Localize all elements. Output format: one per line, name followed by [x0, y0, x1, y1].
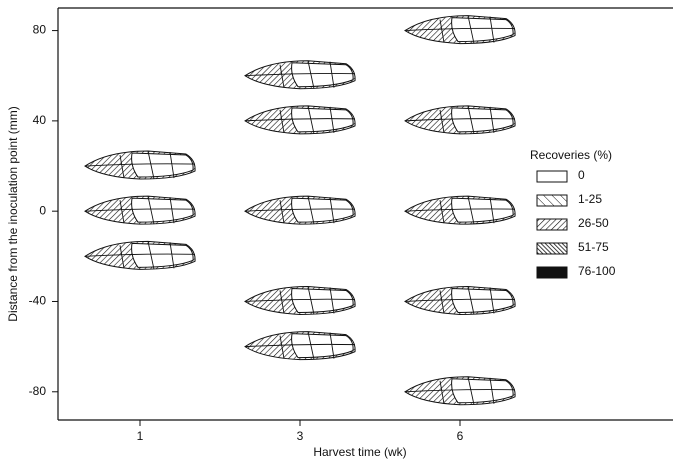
- glyph-inner: [292, 288, 354, 312]
- glyph-inner: [452, 198, 514, 222]
- legend-swatch: [537, 243, 567, 254]
- glyph-inner: [132, 153, 194, 177]
- glyph: [245, 332, 355, 360]
- glyph: [245, 61, 355, 89]
- y-tick-label: 80: [33, 23, 47, 37]
- glyph: [405, 286, 515, 314]
- legend-label: 0: [578, 168, 585, 182]
- glyph-inner: [292, 108, 354, 132]
- glyph-inner: [452, 108, 514, 132]
- glyph: [405, 196, 515, 224]
- y-tick-label: 40: [33, 113, 47, 127]
- glyph-inner: [452, 379, 514, 403]
- legend-label: 51-75: [578, 240, 609, 254]
- legend-label: 26-50: [578, 216, 609, 230]
- glyph: [405, 16, 515, 44]
- legend-swatch: [537, 267, 567, 278]
- glyph: [405, 106, 515, 134]
- y-tick-label: -40: [29, 294, 47, 308]
- x-axis-label: Harvest time (wk): [313, 445, 406, 459]
- y-tick-label: -80: [29, 384, 47, 398]
- glyph-inner: [452, 288, 514, 312]
- legend-swatch: [537, 195, 567, 206]
- glyph: [85, 151, 195, 179]
- legend-swatch: [537, 171, 567, 182]
- glyph: [245, 106, 355, 134]
- glyph: [405, 377, 515, 405]
- legend-swatch: [537, 219, 567, 230]
- glyph-inner: [132, 243, 194, 267]
- legend-label: 76-100: [578, 264, 616, 278]
- glyph-inner: [452, 18, 514, 42]
- glyph: [245, 196, 355, 224]
- legend-title: Recoveries (%): [530, 148, 612, 162]
- x-tick-label: 3: [297, 429, 304, 443]
- y-axis-label: Distance from the inoculation point (mm): [6, 106, 20, 321]
- glyph-inner: [292, 63, 354, 87]
- x-tick-label: 1: [137, 429, 144, 443]
- glyph-inner: [132, 198, 194, 222]
- glyph: [85, 241, 195, 269]
- glyph-inner: [292, 334, 354, 358]
- legend-label: 1-25: [578, 192, 602, 206]
- x-tick-label: 6: [457, 429, 464, 443]
- glyph-inner: [292, 198, 354, 222]
- chart: Harvest time (wk) Distance from the inoc…: [0, 0, 673, 466]
- glyph: [245, 286, 355, 314]
- y-tick-label: 0: [39, 203, 46, 217]
- glyph: [85, 196, 195, 224]
